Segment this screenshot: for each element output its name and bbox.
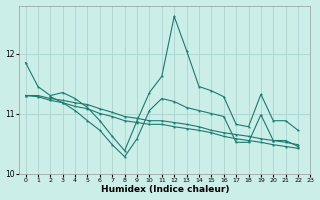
X-axis label: Humidex (Indice chaleur): Humidex (Indice chaleur)	[101, 185, 229, 194]
